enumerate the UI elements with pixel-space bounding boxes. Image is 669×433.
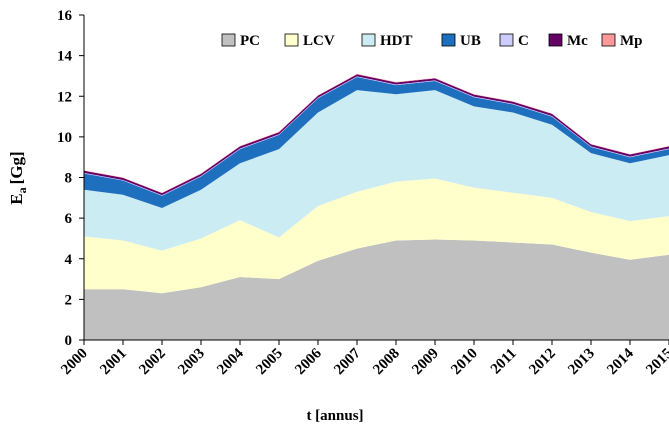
x-tick-label: 2011 bbox=[488, 346, 520, 378]
legend-swatch bbox=[601, 33, 616, 47]
legend-item: LCV bbox=[284, 33, 335, 49]
legend-label: C bbox=[518, 33, 529, 49]
legend-label: PC bbox=[240, 33, 260, 49]
area bbox=[84, 76, 669, 208]
x-axis-title: t [annus] bbox=[306, 408, 363, 424]
y-axis-title-main: E bbox=[7, 193, 26, 204]
y-tick-label: 0 bbox=[65, 333, 73, 349]
legend-item: UB bbox=[441, 33, 481, 49]
legend-swatch bbox=[548, 33, 563, 47]
legend-item: Mc bbox=[548, 33, 588, 49]
x-tick-label: 2003 bbox=[175, 346, 208, 379]
legend-item: Mp bbox=[601, 33, 643, 49]
y-axis-title-unit: [Gg] bbox=[7, 151, 26, 184]
legend-item: C bbox=[499, 33, 529, 49]
area bbox=[84, 90, 669, 251]
legend-item: PC bbox=[221, 33, 260, 49]
legend-label: Mc bbox=[567, 33, 588, 49]
x-tick-label: 2001 bbox=[97, 346, 130, 379]
y-axis-title: Ea [Gg] bbox=[7, 151, 29, 204]
x-tick-label: 2015 bbox=[643, 346, 669, 379]
legend-swatch bbox=[361, 33, 376, 47]
legend-item: HDT bbox=[361, 33, 413, 49]
x-tick-label: 2009 bbox=[409, 346, 442, 379]
y-tick-label: 16 bbox=[57, 8, 73, 24]
y-tick-label: 4 bbox=[65, 252, 73, 268]
x-tick-label: 2014 bbox=[604, 345, 637, 378]
legend-label: HDT bbox=[380, 33, 413, 49]
legend-swatch bbox=[441, 33, 456, 47]
legend-swatch bbox=[499, 33, 514, 47]
x-tick-label: 2000 bbox=[58, 346, 91, 379]
legend-swatch bbox=[284, 33, 299, 47]
x-tick-label: 2008 bbox=[370, 346, 403, 379]
x-tick-label: 2010 bbox=[448, 346, 481, 379]
x-tick-label: 2006 bbox=[292, 345, 325, 378]
y-tick-label: 8 bbox=[65, 171, 73, 187]
legend-swatch bbox=[221, 33, 236, 47]
y-axis-title-sub: a bbox=[15, 187, 29, 193]
y-tick-label: 10 bbox=[57, 130, 72, 146]
x-tick-label: 2005 bbox=[253, 346, 286, 379]
area bbox=[84, 178, 669, 294]
legend-label: LCV bbox=[303, 33, 335, 49]
x-tick-label: 2007 bbox=[331, 345, 364, 378]
x-tick-label: 2002 bbox=[136, 346, 169, 379]
y-tick-label: 14 bbox=[57, 49, 73, 65]
legend-label: Mp bbox=[620, 33, 643, 49]
x-tick-label: 2013 bbox=[565, 346, 598, 379]
y-tick-label: 12 bbox=[57, 89, 72, 105]
y-tick-label: 6 bbox=[65, 211, 73, 227]
x-tick-label: 2012 bbox=[526, 346, 559, 379]
area bbox=[84, 239, 669, 340]
y-tick-label: 2 bbox=[65, 292, 73, 308]
legend-label: UB bbox=[460, 33, 481, 49]
x-tick-label: 2004 bbox=[214, 345, 247, 378]
